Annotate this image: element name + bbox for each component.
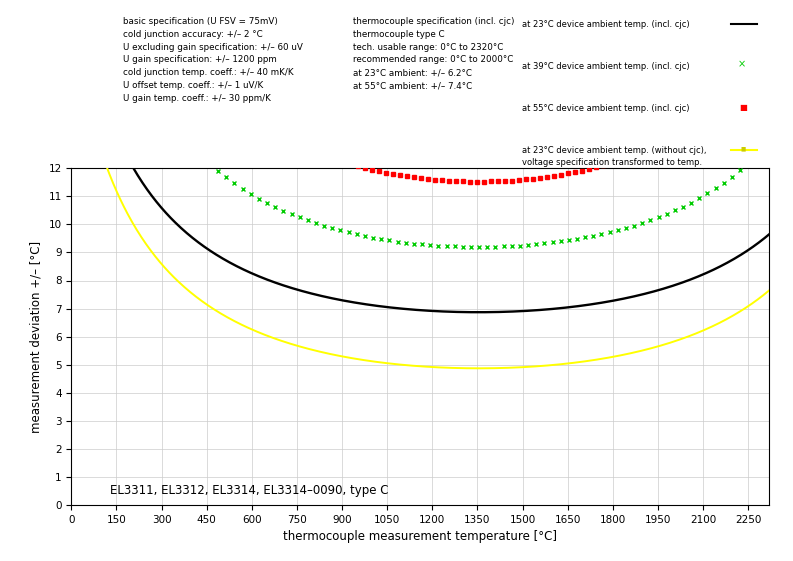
Text: ■: ■	[741, 146, 745, 151]
Text: thermocouple specification (incl. cjc)
thermocouple type C
tech. usable range: 0: thermocouple specification (incl. cjc) t…	[353, 17, 515, 90]
Text: at 23°C device ambient temp. (without cjc),
voltage specification transformed to: at 23°C device ambient temp. (without cj…	[522, 146, 707, 167]
X-axis label: thermocouple measurement temperature [°C]: thermocouple measurement temperature [°C…	[283, 530, 557, 543]
Y-axis label: measurement deviation +/– [°C]: measurement deviation +/– [°C]	[30, 241, 43, 433]
Text: basic specification (U FSV = 75mV)
cold junction accuracy: +/– 2 °C
U excluding : basic specification (U FSV = 75mV) cold …	[123, 17, 303, 103]
Text: ×: ×	[737, 59, 745, 70]
Text: EL3311, EL3312, EL3314, EL3314–0090, type C: EL3311, EL3312, EL3314, EL3314–0090, typ…	[110, 484, 389, 497]
Text: at 23°C device ambient temp. (incl. cjc): at 23°C device ambient temp. (incl. cjc)	[522, 20, 689, 29]
Text: ■: ■	[739, 103, 747, 112]
Text: at 55°C device ambient temp. (incl. cjc): at 55°C device ambient temp. (incl. cjc)	[522, 104, 689, 113]
Text: at 39°C device ambient temp. (incl. cjc): at 39°C device ambient temp. (incl. cjc)	[522, 62, 689, 71]
